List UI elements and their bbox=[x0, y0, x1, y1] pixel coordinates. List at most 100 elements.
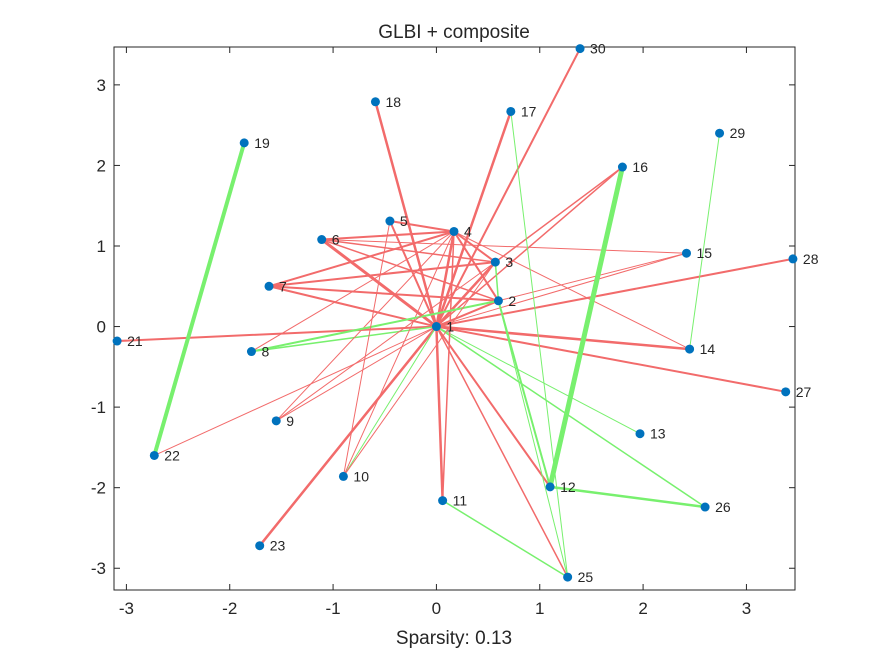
node-label-14: 14 bbox=[700, 341, 716, 357]
node-label-16: 16 bbox=[632, 159, 648, 175]
node-label-19: 19 bbox=[254, 135, 270, 151]
x-tick-label: 1 bbox=[535, 599, 544, 618]
edge-11-25 bbox=[441, 499, 569, 578]
node-label-25: 25 bbox=[578, 569, 594, 585]
edge-1-15 bbox=[435, 252, 687, 328]
node-30 bbox=[575, 44, 585, 54]
edges-layer bbox=[116, 47, 794, 578]
node-label-3: 3 bbox=[505, 254, 513, 270]
edge-3-10 bbox=[342, 261, 496, 477]
edge-1-21 bbox=[116, 325, 438, 343]
edge-4-11 bbox=[441, 230, 455, 502]
x-tick-label: -1 bbox=[326, 599, 341, 618]
edge-1-5 bbox=[388, 220, 438, 328]
nodes-layer: 1234567891011121314151617181921222325262… bbox=[112, 41, 819, 585]
edge-1-4 bbox=[435, 230, 456, 328]
node-label-4: 4 bbox=[464, 223, 472, 239]
node-18 bbox=[370, 97, 380, 107]
edge-1-18 bbox=[374, 100, 438, 328]
node-label-26: 26 bbox=[715, 499, 731, 515]
edge-1-27 bbox=[435, 325, 787, 393]
node-7 bbox=[264, 281, 274, 291]
node-label-9: 9 bbox=[286, 413, 294, 429]
edge-4-3 bbox=[452, 230, 497, 264]
node-label-30: 30 bbox=[590, 41, 606, 57]
edge-1-9 bbox=[275, 326, 437, 422]
node-6 bbox=[317, 235, 327, 245]
node-22 bbox=[149, 450, 159, 460]
node-11 bbox=[438, 496, 448, 506]
edge-3-2 bbox=[494, 261, 500, 302]
edge-3-9 bbox=[275, 261, 496, 422]
node-1 bbox=[431, 322, 441, 332]
node-label-10: 10 bbox=[353, 468, 369, 484]
node-label-5: 5 bbox=[400, 213, 408, 229]
edge-1-28 bbox=[435, 257, 794, 328]
edge-19-22 bbox=[152, 140, 247, 458]
node-23 bbox=[255, 541, 265, 551]
edge-3-16 bbox=[494, 166, 624, 263]
edge-7-3 bbox=[268, 261, 497, 288]
edge-4-9 bbox=[275, 230, 455, 422]
node-21 bbox=[112, 336, 122, 346]
edge-4-6 bbox=[320, 230, 455, 241]
node-28 bbox=[788, 254, 798, 264]
node-10 bbox=[338, 471, 348, 481]
edge-1-11 bbox=[435, 325, 444, 502]
edge-1-23 bbox=[258, 325, 438, 547]
node-9 bbox=[271, 416, 281, 426]
edge-8-2 bbox=[250, 299, 500, 353]
edge-7-2 bbox=[268, 285, 500, 302]
edge-1-12 bbox=[435, 325, 552, 488]
node-13 bbox=[635, 429, 645, 439]
edge-1-26 bbox=[435, 325, 706, 508]
node-3 bbox=[490, 257, 500, 267]
edge-1-25 bbox=[435, 325, 569, 578]
edge-1-22 bbox=[153, 326, 437, 456]
edge-4-2 bbox=[452, 230, 500, 302]
node-29 bbox=[715, 128, 725, 138]
node-label-23: 23 bbox=[270, 538, 286, 554]
node-25 bbox=[563, 572, 573, 582]
y-tick-label: 0 bbox=[97, 318, 106, 337]
x-axis-label: Sparsity: 0.13 bbox=[396, 628, 512, 649]
node-15 bbox=[681, 248, 691, 258]
y-tick-label: 1 bbox=[97, 237, 106, 256]
node-label-1: 1 bbox=[446, 319, 454, 335]
node-19 bbox=[239, 138, 249, 148]
node-label-7: 7 bbox=[279, 278, 287, 294]
edge-4-7 bbox=[268, 230, 455, 288]
edge-12-26 bbox=[548, 485, 707, 509]
edge-1-17 bbox=[435, 110, 513, 328]
y-tick-label: -3 bbox=[91, 559, 106, 578]
node-12 bbox=[545, 482, 555, 492]
x-tick-label: -2 bbox=[222, 599, 237, 618]
y-tick-label: 3 bbox=[97, 76, 106, 95]
y-tick-label: 2 bbox=[97, 156, 106, 175]
x-axis-ticks: -3 -2 -1 0 1 2 3 bbox=[119, 47, 751, 618]
node-label-18: 18 bbox=[385, 94, 401, 110]
edge-1-8 bbox=[250, 325, 438, 353]
edge-29-14 bbox=[689, 132, 721, 350]
node-17 bbox=[506, 106, 516, 116]
y-tick-label: -1 bbox=[91, 398, 106, 417]
edge-10-5 bbox=[342, 220, 391, 477]
edge-4-5 bbox=[388, 220, 455, 233]
edge-1-14 bbox=[435, 325, 691, 351]
edge-1-13 bbox=[435, 326, 641, 435]
node-2 bbox=[493, 296, 503, 306]
edge-6-2 bbox=[320, 238, 500, 302]
edge-1-16 bbox=[435, 166, 624, 328]
node-label-17: 17 bbox=[521, 103, 537, 119]
edge-2-15 bbox=[497, 252, 687, 302]
node-label-11: 11 bbox=[453, 493, 468, 509]
node-4 bbox=[449, 226, 459, 236]
edge-6-3 bbox=[320, 238, 497, 263]
edge-4-14 bbox=[453, 230, 691, 350]
edge-17-25 bbox=[510, 110, 569, 578]
x-tick-label: -3 bbox=[119, 599, 134, 618]
node-label-8: 8 bbox=[261, 344, 269, 360]
chart-title: GLBI + composite bbox=[378, 22, 530, 43]
